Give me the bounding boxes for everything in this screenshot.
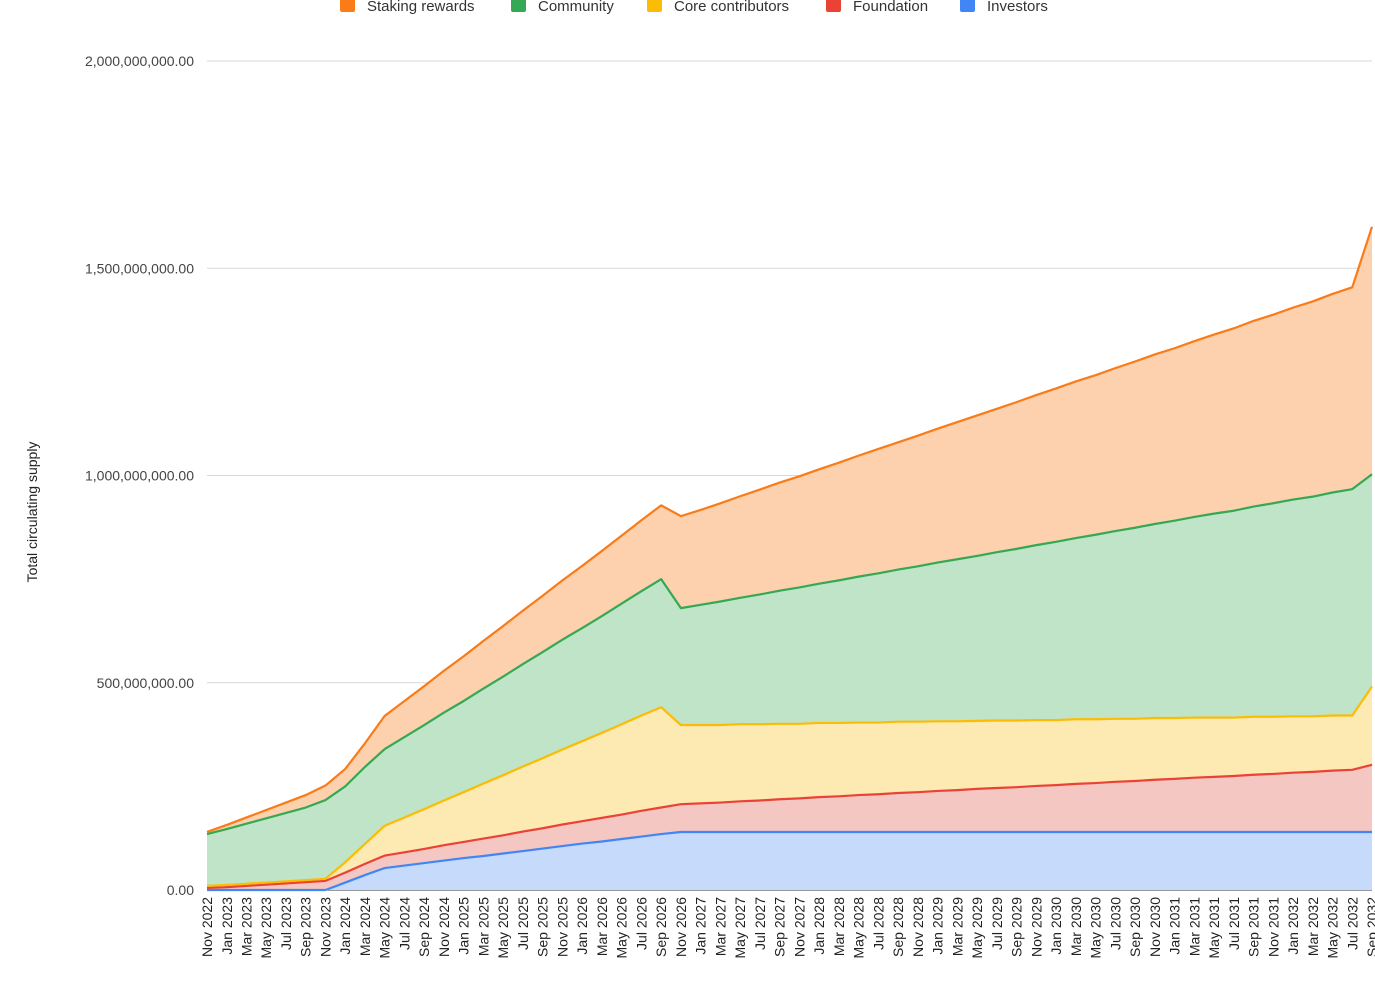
legend-label-core-contributors: Core contributors <box>674 0 789 15</box>
series-lines <box>206 226 1374 892</box>
x-tick-label: Jul 2026 <box>633 897 649 950</box>
x-tick-label: Mar 2027 <box>712 897 728 956</box>
legend-swatch-investors <box>960 0 975 12</box>
line-staking-rewards <box>206 226 1374 834</box>
x-tick-label: Nov 2029 <box>1028 897 1044 957</box>
x-tick-label: Sep 2023 <box>298 897 314 957</box>
y-tick-label: 1,000,000,000.00 <box>85 468 194 484</box>
x-tick-label: Jan 2031 <box>1167 897 1183 955</box>
x-tick-label: May 2028 <box>851 897 867 959</box>
y-tick-label: 1,500,000,000.00 <box>85 260 194 276</box>
x-tick-label: May 2023 <box>258 897 274 959</box>
line-foundation <box>206 763 1373 890</box>
x-tick-label: Jan 2029 <box>930 897 946 955</box>
y-tick-label: 2,000,000,000.00 <box>85 53 194 69</box>
legend-swatch-community <box>511 0 526 12</box>
x-tick-label: Jul 2029 <box>989 897 1005 950</box>
area-community <box>207 474 1372 886</box>
x-tick-label: Jan 2032 <box>1285 897 1301 955</box>
x-tick-label: Jan 2030 <box>1048 897 1064 955</box>
x-tick-label: May 2025 <box>495 897 511 959</box>
x-tick-label: Nov 2028 <box>910 897 926 957</box>
legend-label-foundation: Foundation <box>853 0 928 15</box>
x-tick-label: Jul 2030 <box>1107 897 1123 950</box>
x-tick-label: Mar 2025 <box>475 897 491 956</box>
x-tick-label: May 2032 <box>1325 897 1341 959</box>
line-investors <box>207 830 1372 892</box>
x-tick-label: Jul 2023 <box>278 897 294 950</box>
x-tick-label: Jul 2032 <box>1344 897 1360 950</box>
x-tick-label: Sep 2025 <box>535 897 551 957</box>
x-tick-label: Nov 2030 <box>1147 897 1163 957</box>
x-tick-label: Sep 2027 <box>772 897 788 957</box>
area-investors <box>207 831 1372 890</box>
legend-label-investors: Investors <box>987 0 1048 15</box>
x-tick-label: Jan 2023 <box>219 897 235 955</box>
x-tick-label: Nov 2027 <box>791 897 807 957</box>
x-tick-label: Jan 2025 <box>456 897 472 955</box>
x-tick-label: Mar 2032 <box>1305 897 1321 956</box>
x-tick-label: Mar 2031 <box>1186 897 1202 956</box>
x-tick-label: Mar 2028 <box>831 897 847 956</box>
x-tick-label: May 2029 <box>969 897 985 959</box>
x-tick-label: Jul 2027 <box>752 897 768 950</box>
x-tick-label: Sep 2026 <box>653 897 669 957</box>
legend-label-community: Community <box>538 0 614 15</box>
x-tick-label: Mar 2026 <box>594 897 610 956</box>
x-tick-label: Jul 2028 <box>870 897 886 950</box>
x-tick-label: Jan 2024 <box>337 897 353 955</box>
x-tick-label: Mar 2029 <box>949 897 965 956</box>
x-tick-label: Nov 2022 <box>199 897 215 957</box>
y-axis-title: Total circulating supply <box>24 442 40 583</box>
x-tick-label: Sep 2031 <box>1246 897 1262 957</box>
legend: Staking rewards Community Core contributor… <box>340 0 1048 15</box>
x-tick-label: Nov 2025 <box>554 897 570 957</box>
x-tick-label: Sep 2030 <box>1127 897 1143 957</box>
line-community <box>206 473 1373 836</box>
x-tick-label: May 2026 <box>614 897 630 959</box>
x-tick-label: Jul 2025 <box>515 897 531 950</box>
y-tick-label: 0.00 <box>167 882 194 898</box>
x-tick-label: Nov 2023 <box>317 897 333 957</box>
x-tick-label: May 2031 <box>1206 897 1222 959</box>
area-foundation <box>207 764 1372 890</box>
legend-label-staking-rewards: Staking rewards <box>367 0 475 15</box>
area-staking-rewards <box>207 226 1372 835</box>
x-tick-label: Sep 2029 <box>1009 897 1025 957</box>
y-tick-label: 500,000,000.00 <box>97 675 195 691</box>
x-tick-label: Jan 2028 <box>811 897 827 955</box>
x-tick-label: May 2027 <box>732 897 748 959</box>
legend-swatch-core-contributors <box>647 0 662 12</box>
x-tick-label: May 2024 <box>377 897 393 959</box>
legend-swatch-foundation <box>826 0 841 12</box>
x-tick-label: Sep 2028 <box>890 897 906 957</box>
line-core-contributors <box>206 685 1373 887</box>
x-tick-label: Jan 2027 <box>693 897 709 955</box>
x-tick-label: Mar 2023 <box>238 897 254 956</box>
x-tick-label: Nov 2024 <box>436 897 452 957</box>
x-tick-label: Jan 2026 <box>574 897 590 955</box>
x-tick-label: Nov 2031 <box>1265 897 1281 957</box>
x-tick-label: Jul 2024 <box>396 897 412 950</box>
x-tick-label: Nov 2026 <box>673 897 689 957</box>
legend-swatch-staking-rewards <box>340 0 355 12</box>
x-tick-label: Sep 2032 <box>1364 897 1375 957</box>
x-tick-label: Mar 2030 <box>1068 897 1084 956</box>
x-tick-label: May 2030 <box>1088 897 1104 959</box>
x-tick-label: Sep 2024 <box>416 897 432 957</box>
x-axis-tick-labels: Nov 2022 Jan 2023 Mar 2023 May 2023 Jul 2023… <box>199 897 1375 959</box>
x-tick-label: Jul 2031 <box>1226 897 1242 950</box>
area-core-contributors <box>207 686 1372 888</box>
area-series <box>207 226 1372 890</box>
y-axis-tick-labels: 0.00 500,000,000.00 1,000,000,000.00 1,500,… <box>85 53 194 898</box>
x-tick-label: Mar 2024 <box>357 897 373 956</box>
